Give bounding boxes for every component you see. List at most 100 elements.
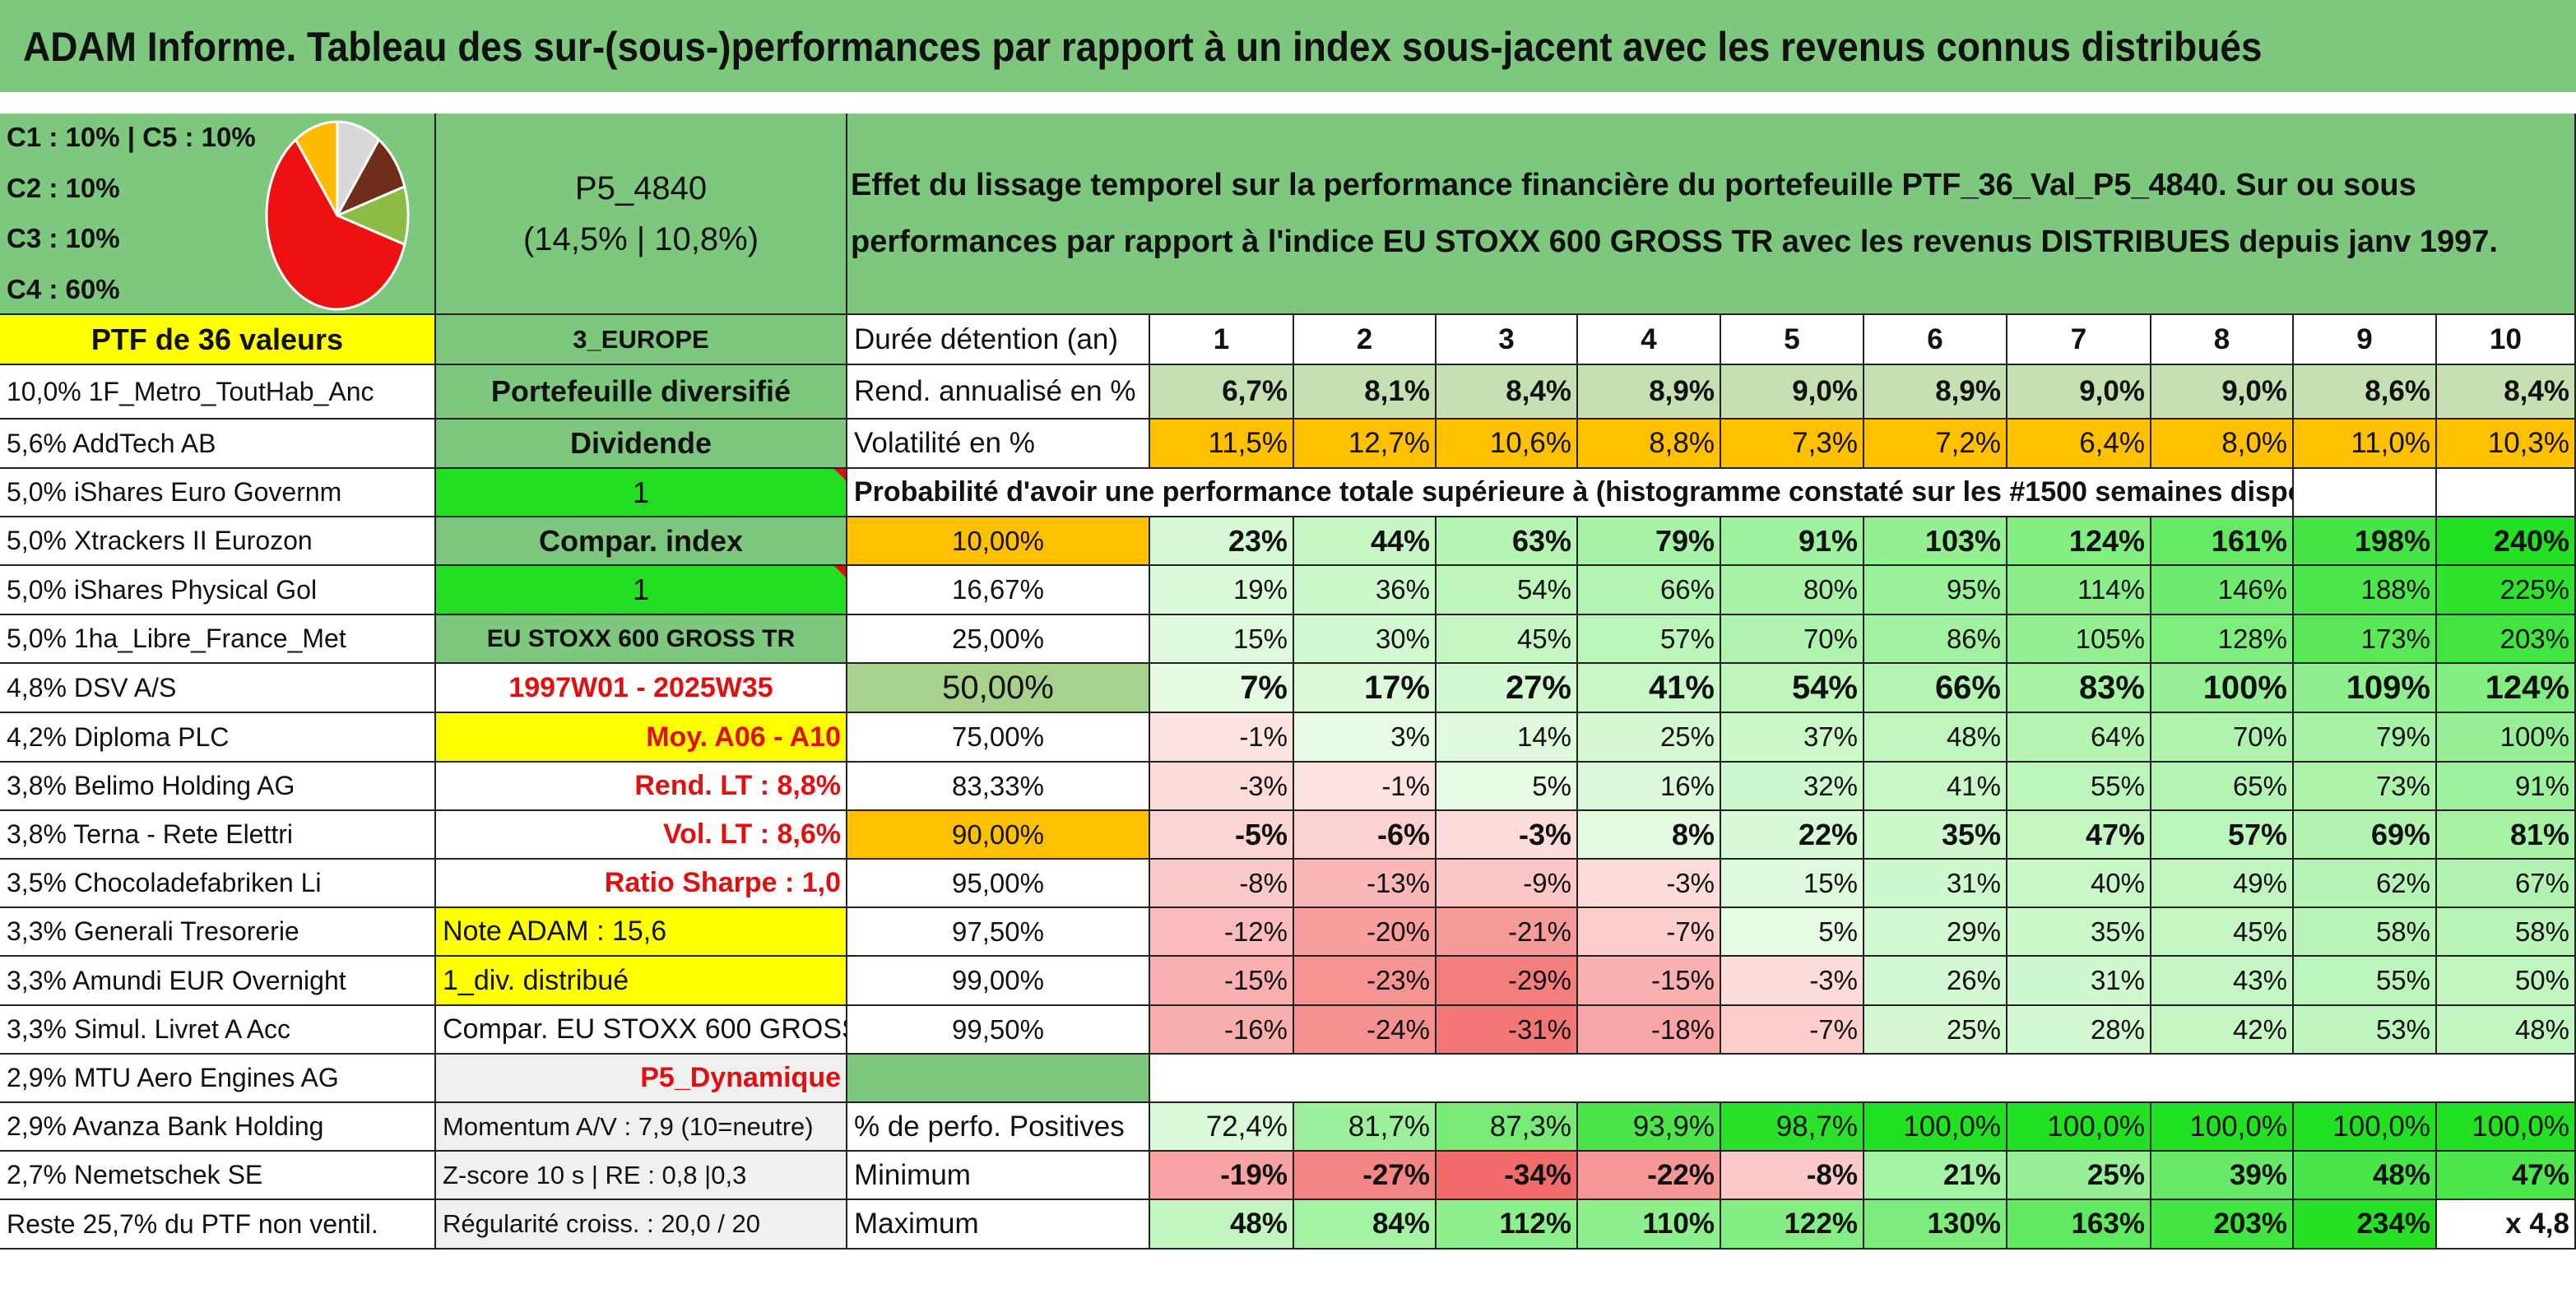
probability-value: 22% [1721,811,1864,860]
positive-value: 100,0% [2151,1103,2294,1152]
probability-value: 15% [1721,860,1864,908]
probability-value: -31% [1437,1006,1578,1055]
probability-value: 5% [1437,763,1578,811]
probability-value: 32% [1721,763,1864,811]
probability-value: 70% [1721,615,1864,664]
compare-index: Compar. EU STOXX 600 GROSS TR [436,1006,847,1055]
positive-value: 100,0% [2294,1103,2437,1152]
holding-row: 2,9% MTU Aero Engines AG [0,1055,436,1103]
return-value: 8,4% [2437,365,2576,420]
probability-value: -3% [1578,860,1721,908]
probability-value: 48% [2437,1006,2576,1055]
minimum-value: 21% [1864,1152,2007,1200]
holding-row: 5,0% Xtrackers II Eurozon [0,517,436,566]
page-title: ADAM Informe. Tableau des sur-(sous-)per… [23,24,2263,70]
probability-value: 100% [2437,713,2576,763]
positive-value: 98,7% [1721,1103,1864,1152]
probability-value: 55% [2294,957,2437,1006]
probability-threshold: 95,00% [847,860,1150,908]
index-flag: 1 [436,469,847,517]
probability-value: 105% [2007,615,2151,664]
holding-row: Reste 25,7% du PTF non ventil. [0,1200,436,1250]
duration-header: 2 [1294,315,1437,365]
blank-row [1150,1055,2576,1103]
probability-value: -9% [1437,860,1578,908]
probability-value: -16% [1150,1006,1294,1055]
probability-value: 25% [1864,1006,2007,1055]
volatility-value: 8,8% [1578,420,1721,469]
probability-value: 25% [1578,713,1721,763]
probability-threshold: 83,33% [847,763,1150,811]
return-value: 9,0% [2151,365,2294,420]
probability-value: 146% [2151,566,2294,615]
return-label: Rend. annualisé en % [847,365,1150,420]
probability-value: 28% [2007,1006,2151,1055]
minimum-value: 39% [2151,1152,2294,1200]
probability-value: -21% [1437,908,1578,957]
title-bar: ADAM Informe. Tableau des sur-(sous-)per… [0,0,2576,100]
probability-value: 66% [1578,566,1721,615]
holding-row: 5,6% AddTech AB [0,420,436,469]
probability-value: 54% [1721,664,1864,713]
maximum-value: 163% [2007,1200,2151,1250]
long-term-return: Rend. LT : 8,8% [436,763,847,811]
volatility-value: 7,2% [1864,420,2007,469]
positive-label: % de perfo. Positives [847,1103,1150,1152]
sharpe-ratio: Ratio Sharpe : 1,0 [436,860,847,908]
probability-value: -7% [1578,908,1721,957]
probability-value: 73% [2294,763,2437,811]
holding-row: 2,9% Avanza Bank Holding [0,1103,436,1152]
maximum-value: 48% [1150,1200,1294,1250]
probability-value: 37% [1721,713,1864,763]
probability-value: 100% [2151,664,2294,713]
probability-value: 31% [1864,860,2007,908]
positive-value: 72,4% [1150,1103,1294,1152]
period: 1997W01 - 2025W35 [436,664,847,713]
probability-value: 49% [2151,860,2294,908]
probability-value: 91% [2437,763,2576,811]
probability-value: 114% [2007,566,2151,615]
probability-value: 55% [2007,763,2151,811]
probability-value: 124% [2437,664,2576,713]
probability-threshold: 90,00% [847,811,1150,860]
probability-value: -18% [1578,1006,1721,1055]
probability-value: 35% [2007,908,2151,957]
probability-value: 26% [1864,957,2007,1006]
holding-row: 3,5% Chocoladefabriken Li [0,860,436,908]
probability-threshold: 10,00% [847,517,1150,566]
probability-value: 161% [2151,517,2294,566]
probability-value: 91% [1721,517,1864,566]
probability-value: 95% [1864,566,2007,615]
probability-threshold: 99,00% [847,957,1150,1006]
probability-threshold: 16,67% [847,566,1150,615]
average-range: Moy. A06 - A10 [436,713,847,763]
holding-row: 3,3% Generali Tresorerie [0,908,436,957]
long-term-volatility: Vol. LT : 8,6% [436,811,847,860]
minimum-value: 25% [2007,1152,2151,1200]
probability-threshold: 99,50% [847,1006,1150,1055]
volatility-value: 7,3% [1721,420,1864,469]
minimum-value: -19% [1150,1152,1294,1200]
probability-value: 124% [2007,517,2151,566]
compare-index-label: Compar. index [436,517,847,566]
probability-value: 7% [1150,664,1294,713]
holding-row: 10,0% 1F_Metro_ToutHab_Anc [0,365,436,420]
probability-value: -6% [1294,811,1437,860]
probability-value: 44% [1294,517,1437,566]
probability-value: -3% [1150,763,1294,811]
region: 3_EUROPE [436,315,847,365]
holding-row: 4,8% DSV A/S [0,664,436,713]
probability-value: -29% [1437,957,1578,1006]
probability-value: 83% [2007,664,2151,713]
pie-label-c4: C4 : 60% [7,274,120,304]
adam-score: Note ADAM : 15,6 [436,908,847,957]
probability-value: 103% [1864,517,2007,566]
probability-value: 43% [2151,957,2294,1006]
probability-value: 66% [1864,664,2007,713]
holding-row: 5,0% iShares Euro Governm [0,469,436,517]
probability-value: 80% [1721,566,1864,615]
probability-threshold: 50,00% [847,664,1150,713]
probability-value: 3% [1294,713,1437,763]
probability-value: 64% [2007,713,2151,763]
probability-threshold: 75,00% [847,713,1150,763]
